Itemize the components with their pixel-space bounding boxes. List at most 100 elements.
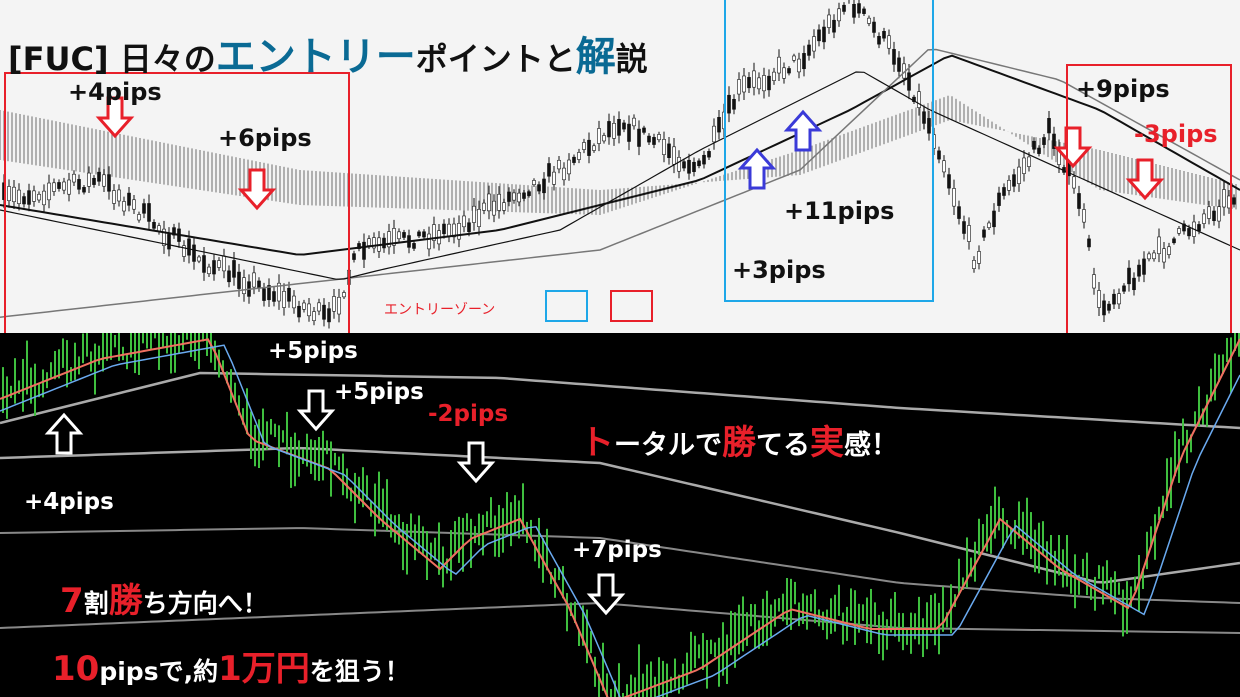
candle-body xyxy=(252,272,256,288)
candle-body xyxy=(947,174,951,189)
candle-body xyxy=(12,186,16,203)
candle-body xyxy=(652,137,656,145)
candle-body xyxy=(367,238,371,246)
candle-body xyxy=(202,255,206,273)
candle-body xyxy=(1127,267,1131,285)
candle-body xyxy=(832,19,836,33)
candle-body xyxy=(677,156,681,172)
candle-body xyxy=(712,125,716,143)
candle-body xyxy=(887,35,891,49)
candle-body xyxy=(522,192,526,199)
candle-body xyxy=(62,181,66,191)
candle-body xyxy=(217,260,221,268)
entry-zone-red-1 xyxy=(4,72,350,333)
candle-body xyxy=(602,135,606,142)
arrow-down-icon xyxy=(237,168,277,211)
moving-average-line xyxy=(0,48,1240,318)
candle-body xyxy=(707,151,711,158)
candle-body xyxy=(957,206,961,219)
legend-label: エントリーゾーン xyxy=(384,302,496,318)
candle-body xyxy=(942,160,946,173)
candle-body xyxy=(842,4,846,12)
candle-body xyxy=(1082,209,1086,223)
candle-body xyxy=(577,152,581,160)
candle-body xyxy=(37,193,41,201)
candle-body xyxy=(1042,137,1046,145)
candle-body xyxy=(587,139,591,156)
candle-body xyxy=(1017,166,1021,184)
candle-body xyxy=(382,237,386,249)
candle-body xyxy=(297,305,301,318)
candle-body xyxy=(372,237,376,249)
candle-body xyxy=(317,302,321,312)
candle-body xyxy=(357,243,361,249)
candle-body xyxy=(982,229,986,238)
candle-body xyxy=(687,159,691,174)
candle-body xyxy=(802,53,806,70)
band-line xyxy=(0,446,1240,584)
candle-body xyxy=(187,238,191,256)
candle-body xyxy=(1047,118,1051,134)
candle-body xyxy=(642,127,646,133)
candle-body xyxy=(292,295,296,309)
candle-body xyxy=(922,111,926,124)
fast-ma-line xyxy=(0,338,1240,697)
candle-body xyxy=(552,171,556,185)
candle-body xyxy=(997,192,1001,206)
candle-body xyxy=(102,174,106,187)
pips-label: +7pips xyxy=(572,537,662,563)
candle-body xyxy=(1092,274,1096,289)
candle-body xyxy=(362,241,366,260)
candle-body xyxy=(277,282,281,302)
candle-body xyxy=(907,72,911,91)
candle-body xyxy=(757,77,761,90)
candle-body xyxy=(992,210,996,228)
candle-body xyxy=(737,79,741,95)
candle-body xyxy=(282,291,286,308)
candle-body xyxy=(632,117,636,127)
candle-body xyxy=(672,146,676,165)
candle-body xyxy=(547,163,551,177)
candle-body xyxy=(727,94,731,114)
moving-average-line xyxy=(0,54,1240,256)
candle-body xyxy=(1087,238,1091,248)
candle-body xyxy=(1077,193,1081,209)
candle-body xyxy=(897,57,901,72)
candle-body xyxy=(667,143,671,159)
candle-body xyxy=(772,71,776,81)
candle-body xyxy=(1167,246,1171,255)
candle-body xyxy=(287,287,291,302)
arrow-down-icon xyxy=(586,573,626,616)
candle-body xyxy=(822,26,826,43)
candle-body xyxy=(442,223,446,235)
candle-body xyxy=(412,243,416,249)
candle-body xyxy=(77,179,81,190)
candle-body xyxy=(127,192,131,206)
legend-swatch-red xyxy=(610,290,653,322)
candle-body xyxy=(512,192,516,201)
candle-body xyxy=(457,223,461,240)
candle-body xyxy=(332,296,336,312)
candle-body xyxy=(977,251,981,264)
candle-body xyxy=(502,202,506,211)
candle-body xyxy=(872,21,876,33)
candle-body xyxy=(747,77,751,89)
arrow-down-icon xyxy=(456,441,496,484)
candle-body xyxy=(742,75,746,93)
candle-body xyxy=(1177,228,1181,234)
candle-body xyxy=(1107,303,1111,311)
candle-body xyxy=(92,177,96,185)
candle-body xyxy=(1202,213,1206,224)
slogan-target: 10pipsで,約1万円を狙う！ xyxy=(52,649,410,689)
candle-body xyxy=(477,209,481,227)
candle-body xyxy=(27,190,31,205)
candle-body xyxy=(1032,140,1036,150)
candle-body xyxy=(422,231,426,238)
candle-body xyxy=(532,180,536,185)
candle-body xyxy=(567,159,571,175)
candle-body xyxy=(307,303,311,317)
candle-body xyxy=(487,193,491,212)
candle-body xyxy=(517,192,521,203)
pips-label: +5pips xyxy=(268,338,358,364)
candle-body xyxy=(1222,189,1226,208)
